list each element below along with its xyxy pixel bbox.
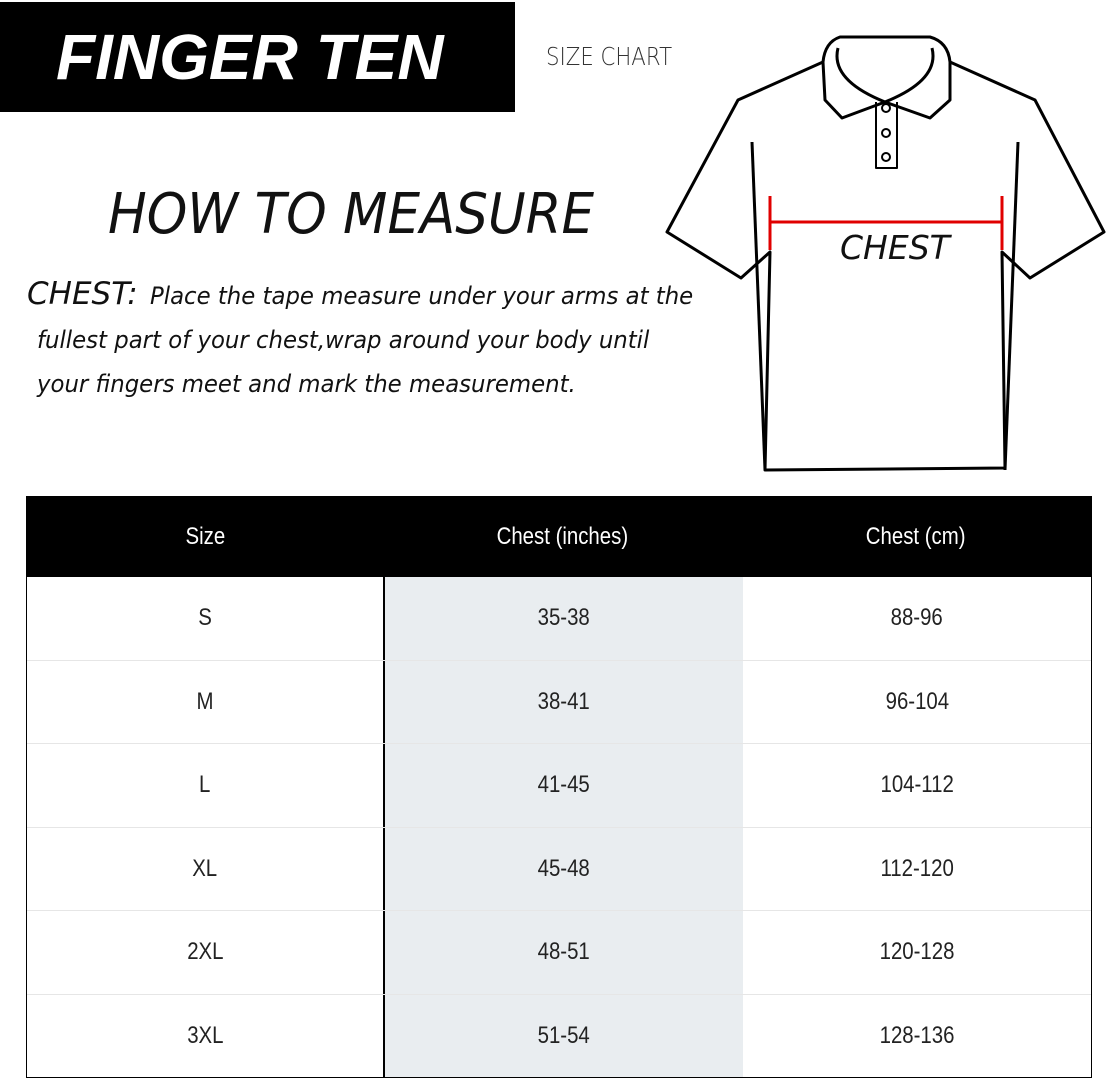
cell-text: 48-51: [537, 938, 591, 966]
shirt-outline: [665, 60, 1106, 472]
chest-inches-cell: 51-54: [385, 994, 743, 1077]
size-cell: S: [27, 577, 385, 660]
size-cell: M: [27, 660, 385, 743]
cell-text: S: [198, 604, 212, 632]
polo-shirt-diagram: [665, 35, 1106, 472]
chest-cm-cell: 128-136: [743, 995, 1091, 1078]
size-cell: 3XL: [27, 994, 385, 1077]
diagram-chest-label: CHEST: [840, 228, 950, 267]
chest-inches-cell: 45-48: [385, 827, 743, 910]
chest-cm-cell: 120-128: [743, 911, 1091, 994]
brand-logo: FINGER TEN: [0, 2, 515, 112]
size-cell: 2XL: [27, 911, 385, 994]
shirt-placket: [875, 102, 898, 169]
header-size: Size: [27, 496, 383, 577]
chest-cm-cell: 112-120: [743, 828, 1091, 911]
instruction-line: fullest part of your chest,wrap around y…: [37, 326, 650, 354]
chest-inches-cell: 48-51: [385, 911, 743, 994]
cell-text: XL: [192, 854, 218, 882]
table-row: XL 45-48 112-120: [27, 826, 1091, 911]
button-icon: [881, 103, 891, 113]
header-text: Chest (inches): [496, 522, 628, 550]
cell-text: 3XL: [186, 1021, 224, 1049]
shirt-body-left: [750, 141, 767, 471]
cell-text: 112-120: [880, 854, 954, 882]
chest-instruction-label: CHEST:: [27, 276, 138, 312]
cell-text: 51-54: [537, 1021, 591, 1049]
instruction-line: Place the tape measure under your arms a…: [150, 282, 694, 310]
table-row: 2XL 48-51 120-128: [27, 910, 1091, 994]
cell-text: 2XL: [186, 938, 224, 966]
table-row: M 38-41 96-104: [27, 659, 1091, 744]
header-chest-inches: Chest (inches): [383, 496, 741, 577]
size-table: Size Chest (inches) Chest (cm) S 35-38 88-…: [26, 496, 1092, 1078]
shirt-collar: [821, 35, 952, 120]
cell-text: 41-45: [537, 771, 591, 799]
chest-cm-cell: 88-96: [743, 577, 1091, 660]
cell-text: 96-104: [885, 687, 949, 715]
cell-text: 104-112: [880, 771, 954, 799]
cell-text: 120-128: [879, 938, 955, 966]
shirt-body-right: [1003, 141, 1020, 471]
cell-text: L: [199, 771, 211, 799]
cell-text: M: [196, 687, 214, 715]
cell-text: 88-96: [890, 604, 944, 632]
header-text: Chest (cm): [866, 522, 966, 550]
chest-inches-cell: 38-41: [385, 660, 743, 743]
chest-cm-cell: 104-112: [743, 744, 1091, 827]
header-chest-cm: Chest (cm): [741, 496, 1091, 577]
instruction-line: your fingers meet and mark the measureme…: [37, 370, 576, 398]
table-row: 3XL 51-54 128-136: [27, 993, 1091, 1078]
table-row: L 41-45 104-112: [27, 743, 1091, 827]
chest-inches-cell: 41-45: [385, 744, 743, 827]
cell-text: 35-38: [537, 604, 591, 632]
table-header: Size Chest (inches) Chest (cm): [27, 496, 1091, 577]
table-row: S 35-38 88-96: [27, 577, 1091, 660]
header-text: Size: [185, 522, 225, 550]
cell-text: 38-41: [537, 687, 591, 715]
size-chart-label: SIZE CHART: [546, 42, 673, 71]
button-icon: [881, 128, 891, 138]
chest-cm-cell: 96-104: [743, 661, 1091, 744]
cell-text: 128-136: [879, 1021, 955, 1049]
chest-inches-cell: 35-38: [385, 577, 743, 660]
cell-text: 45-48: [537, 854, 591, 882]
size-cell: XL: [27, 827, 385, 910]
size-cell: L: [27, 744, 385, 827]
button-icon: [881, 152, 891, 162]
page-title: HOW TO MEASURE: [108, 182, 595, 247]
